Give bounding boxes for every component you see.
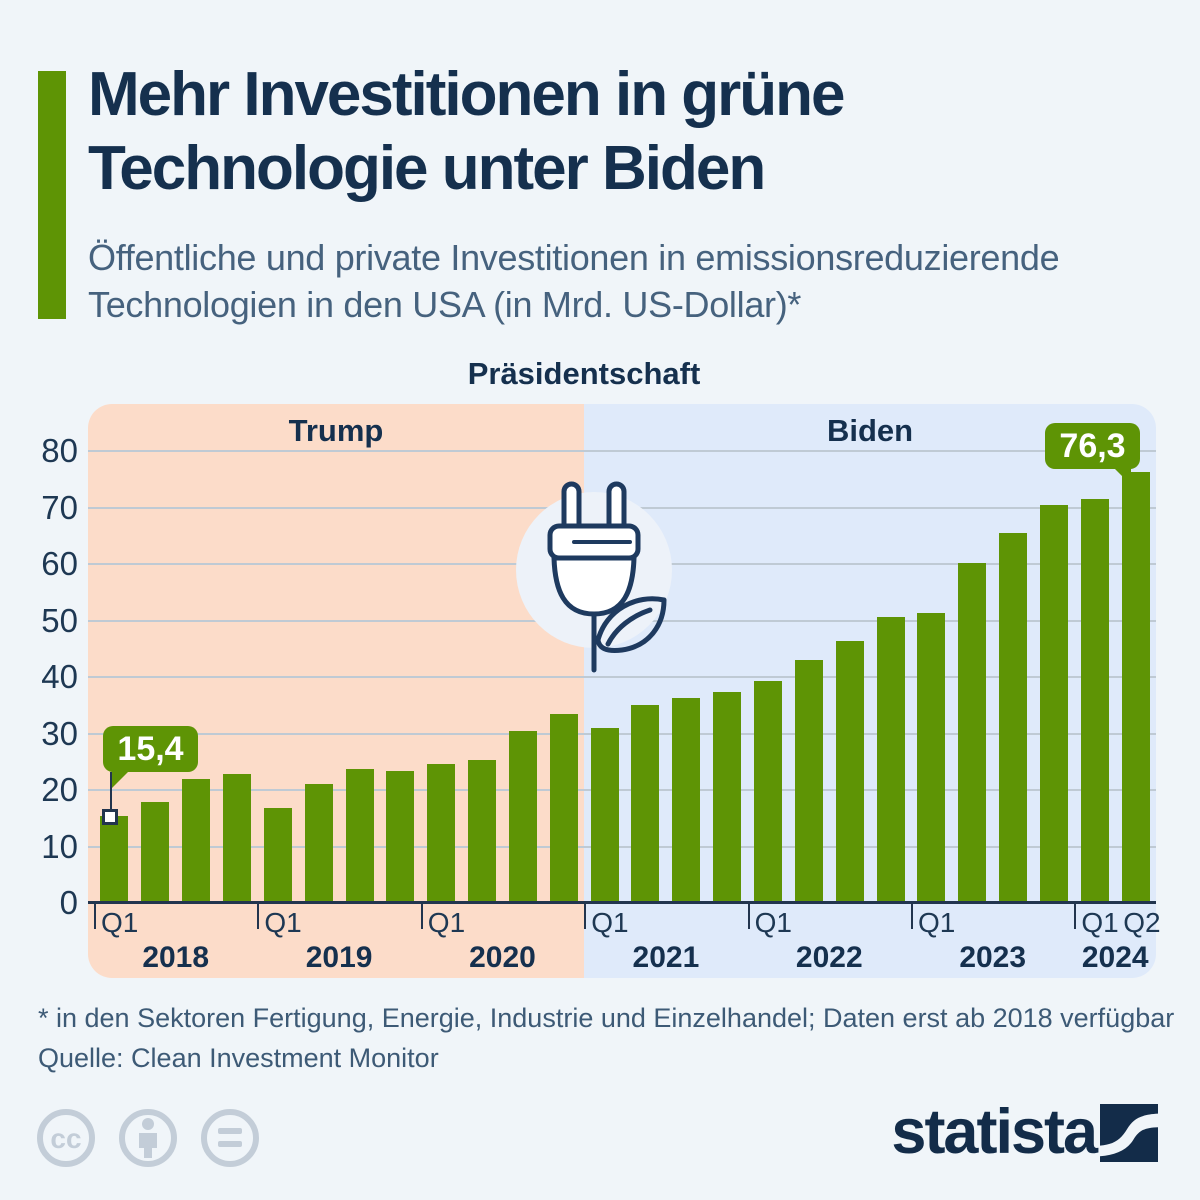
- biden-period-label: Biden: [826, 413, 914, 448]
- q1-label-2019: Q1: [264, 907, 302, 938]
- first-value-badge: 15,4: [103, 726, 198, 788]
- q1-label-2020: Q1: [427, 907, 466, 938]
- gridline-40: [88, 676, 1156, 679]
- badge-tail: [112, 771, 129, 788]
- q1-label-2024: Q1: [1081, 907, 1119, 938]
- q1-label-2022: Q1: [754, 907, 792, 938]
- bar-q1-2018: [100, 816, 129, 903]
- y-tick-label-70: 70: [41, 488, 78, 526]
- bar-q1-2019: [263, 808, 292, 903]
- last-value-label: 76,3: [1059, 427, 1126, 465]
- x-axis-line: [88, 901, 1156, 904]
- gridline-80: [88, 450, 1156, 453]
- bar-q3-2021: [672, 698, 701, 903]
- year-label-2018: 2018: [142, 941, 210, 974]
- svg-text:cc: cc: [50, 1123, 81, 1154]
- y-tick-label-0: 0: [59, 884, 78, 921]
- year-label-2022: 2022: [795, 941, 863, 974]
- statista-logo-icon: [1100, 1104, 1158, 1162]
- y-tick-label-20: 20: [41, 771, 78, 809]
- attribution-icon: [119, 1109, 177, 1167]
- bar-q1-2024: [1080, 499, 1109, 903]
- q1-label-2021: Q1: [591, 907, 629, 938]
- bar-q3-2022: [835, 640, 864, 903]
- power-plug-leaf-icon: [516, 481, 672, 673]
- bar-q2-2022: [794, 659, 823, 903]
- x-tick-2022: [747, 903, 750, 929]
- bar-q1-2022: [754, 680, 783, 903]
- trump-period-band: [88, 404, 584, 978]
- x-tick-2018: [94, 903, 96, 929]
- y-tick-label-30: 30: [41, 714, 78, 752]
- bar-q4-2019: [386, 771, 415, 903]
- page-title: Mehr Investitionen in grüne Technologie …: [88, 58, 1168, 206]
- trump-period-label: Trump: [288, 413, 384, 448]
- bar-q3-2020: [508, 730, 537, 903]
- no-derivatives-icon: [201, 1109, 259, 1167]
- bar-q1-2023: [917, 613, 946, 903]
- page-subtitle: Öffentliche und private Investitionen in…: [88, 234, 1188, 328]
- year-label-2024: 2024: [1081, 941, 1149, 974]
- y-tick-label-80: 80: [41, 432, 78, 470]
- x-tick-2023: [911, 903, 913, 929]
- y-tick-label-40: 40: [41, 658, 78, 696]
- badge-connector-line: [110, 772, 112, 812]
- bar-q2-2018: [141, 801, 170, 903]
- gridline-30: [88, 732, 1156, 735]
- bar-q3-2023: [999, 532, 1028, 903]
- page-title-line2: Technologie unter Biden: [88, 134, 766, 203]
- q1-label-2018: Q1: [101, 907, 139, 938]
- y-tick-label-50: 50: [41, 601, 78, 639]
- y-tick-label-10: 10: [41, 827, 78, 865]
- year-label-2019: 2019: [305, 941, 373, 974]
- bar-q2-2021: [631, 705, 660, 903]
- x-tick-2021: [584, 903, 587, 929]
- bar-q4-2022: [876, 617, 905, 903]
- bar-q4-2023: [1039, 505, 1068, 903]
- bar-q2-2020: [468, 760, 497, 903]
- y-tick-label-60: 60: [41, 545, 78, 583]
- gridline-10: [88, 845, 1156, 848]
- page-subtitle-line1: Öffentliche und private Investitionen in…: [88, 237, 1060, 278]
- title-accent-bar: [38, 71, 66, 319]
- bar-q1-2021: [590, 728, 619, 903]
- page-subtitle-line2: Technologien in den USA (in Mrd. US-Doll…: [88, 284, 802, 325]
- q2-label-2024: Q2: [1123, 907, 1161, 938]
- footnote: * in den Sektoren Fertigung, Energie, In…: [38, 1003, 1175, 1033]
- first-value-label: 15,4: [117, 730, 184, 768]
- bar-q1-2020: [427, 763, 456, 903]
- bar-q3-2018: [182, 779, 211, 903]
- bar-q4-2018: [222, 774, 251, 903]
- bar-q2-2019: [304, 783, 333, 903]
- x-tick-2024: [1074, 903, 1077, 929]
- license-icons: cc: [37, 1109, 259, 1167]
- year-label-2021: 2021: [632, 941, 700, 974]
- first-bar-marker: [102, 809, 118, 825]
- statista-wordmark: statista: [891, 1097, 1098, 1167]
- year-label-2023: 2023: [959, 941, 1027, 974]
- bar-q4-2020: [549, 713, 578, 903]
- chart-title: Präsidentschaft: [467, 356, 701, 391]
- bar-q2-2023: [958, 562, 987, 903]
- bar-q2-2024: [1121, 472, 1150, 903]
- source-line: Quelle: Clean Investment Monitor: [38, 1043, 439, 1073]
- page-title-line1: Mehr Investitionen in grüne: [88, 60, 846, 129]
- year-label-2020: 2020: [469, 941, 536, 974]
- x-tick-2019: [257, 903, 260, 929]
- x-tick-2020: [420, 903, 423, 929]
- last-value-badge: 76,3: [1045, 423, 1140, 485]
- gridline-20: [88, 789, 1156, 792]
- cc-icon: cc: [37, 1109, 95, 1167]
- q1-label-2023: Q1: [918, 907, 956, 938]
- bar-q3-2019: [345, 769, 374, 903]
- badge-tail: [1114, 468, 1131, 485]
- bar-q4-2021: [713, 692, 742, 903]
